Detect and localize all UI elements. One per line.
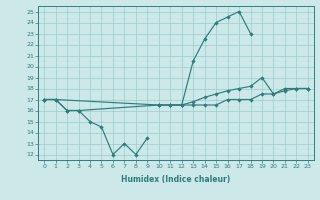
- X-axis label: Humidex (Indice chaleur): Humidex (Indice chaleur): [121, 175, 231, 184]
